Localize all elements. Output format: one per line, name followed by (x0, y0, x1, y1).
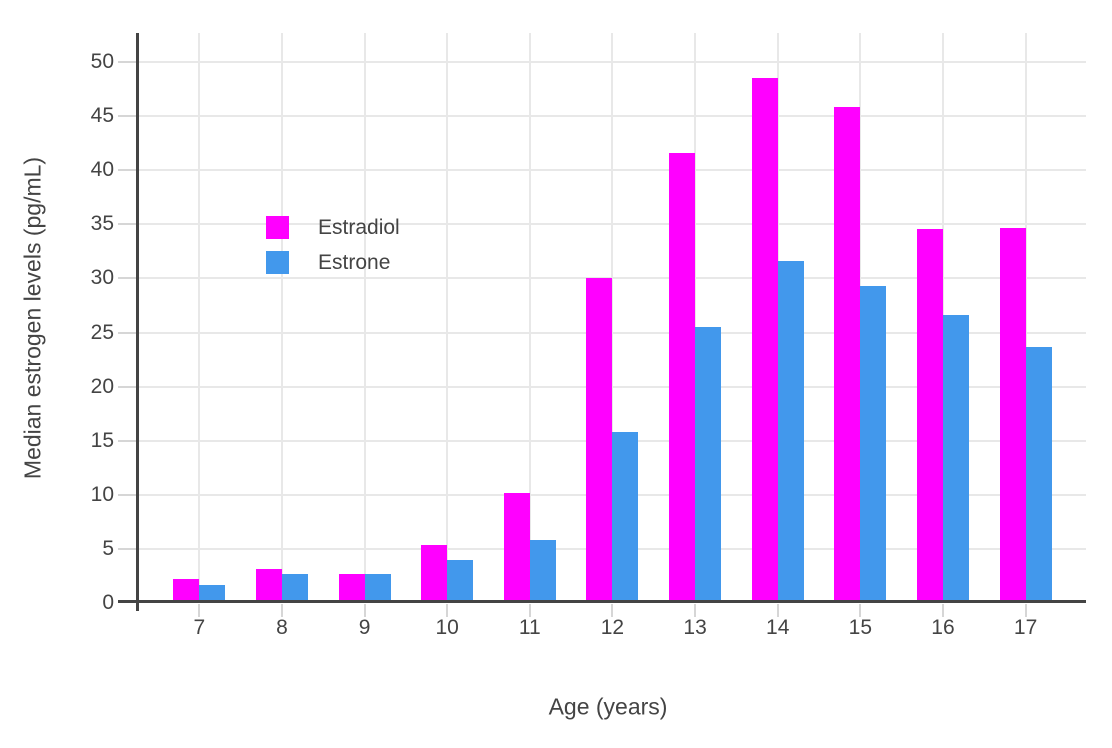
bar-estrone-age-8[interactable] (281, 573, 308, 603)
bar-estrone-age-13[interactable] (695, 327, 722, 603)
y-tick-mark (118, 169, 138, 172)
bar-estradiol-age-10[interactable] (421, 544, 448, 603)
bar-estradiol-age-17[interactable] (999, 227, 1026, 603)
x-tick-label: 8 (276, 616, 288, 639)
x-tick-mark (611, 604, 614, 617)
x-gridline (198, 33, 201, 603)
x-tick-label: 10 (435, 616, 459, 639)
x-tick-label: 12 (600, 616, 625, 639)
y-tick-label: 25 (90, 320, 114, 344)
x-tick-mark (528, 604, 531, 617)
x-tick-label: 17 (1013, 616, 1038, 639)
bar-estradiol-age-12[interactable] (586, 278, 613, 603)
x-tick-mark (1024, 604, 1027, 617)
bar-estradiol-age-8[interactable] (255, 569, 282, 603)
plot-area (138, 33, 1086, 603)
y-tick-mark (118, 385, 138, 388)
x-tick-mark (280, 604, 283, 617)
y-tick-mark (118, 223, 138, 226)
y-tick-mark (118, 493, 138, 496)
bar-estrone-age-14[interactable] (777, 261, 804, 603)
x-axis-line (118, 600, 1086, 603)
y-tick-label: 10 (90, 482, 114, 506)
x-tick-mark (941, 604, 944, 617)
y-tick-label: 45 (90, 104, 114, 128)
x-gridline (363, 33, 366, 603)
bar-estrone-age-11[interactable] (529, 540, 556, 603)
y-tick-mark (118, 331, 138, 334)
x-gridline (611, 33, 614, 603)
y-tick-label: 30 (90, 266, 114, 290)
legend-label-estrone: Estrone (318, 251, 391, 274)
y-tick-mark (118, 439, 138, 442)
bar-estrone-age-10[interactable] (447, 559, 474, 603)
bar-estradiol-age-11[interactable] (503, 492, 530, 603)
legend-label-estradiol: Estradiol (318, 216, 400, 239)
y-tick-label: 20 (90, 374, 114, 398)
bar-estradiol-age-16[interactable] (916, 228, 943, 603)
y-tick-mark (118, 277, 138, 280)
x-gridline (280, 33, 283, 603)
x-tick-mark (446, 604, 449, 617)
x-gridline (446, 33, 449, 603)
x-axis-title: Age (years) (548, 693, 668, 720)
bar-estradiol-age-15[interactable] (834, 107, 861, 603)
x-tick-label: 7 (193, 616, 206, 639)
y-tick-label: 5 (102, 536, 114, 560)
x-tick-mark (363, 604, 366, 617)
y-tick-label: 35 (90, 212, 114, 236)
bar-estradiol-age-9[interactable] (338, 573, 365, 603)
x-tick-mark (859, 604, 862, 617)
y-tick-mark (118, 547, 138, 550)
x-tick-mark (694, 604, 697, 617)
bar-estradiol-age-7[interactable] (173, 579, 200, 603)
bar-estrone-age-9[interactable] (364, 573, 391, 603)
x-tick-label: 16 (931, 616, 955, 639)
x-gridline (528, 33, 531, 603)
y-tick-label: 0 (102, 591, 114, 614)
x-tick-label: 15 (848, 616, 872, 639)
legend-item-estradiol[interactable]: Estradiol (266, 216, 400, 239)
estradiol-swatch-icon (266, 216, 289, 239)
x-tick-label: 14 (766, 616, 790, 639)
estrone-swatch-icon (266, 251, 289, 274)
y-tick-label: 50 (90, 50, 114, 73)
x-tick-label: 9 (358, 616, 371, 639)
y-tick-label: 15 (90, 428, 114, 452)
x-gridline (1024, 33, 1027, 603)
legend: Estradiol Estrone (266, 216, 400, 286)
bar-estrone-age-17[interactable] (1025, 346, 1052, 603)
bar-estrone-age-15[interactable] (860, 285, 887, 603)
bar-estrone-age-16[interactable] (942, 315, 969, 603)
x-tick-mark (198, 604, 201, 617)
x-tick-label: 11 (518, 616, 541, 639)
legend-item-estrone[interactable]: Estrone (266, 251, 400, 274)
y-tick-mark (118, 115, 138, 118)
bar-estradiol-age-13[interactable] (669, 152, 696, 603)
x-gridline (694, 33, 697, 603)
bar-estradiol-age-14[interactable] (751, 78, 778, 603)
x-tick-mark (776, 604, 779, 617)
x-tick-label: 13 (683, 616, 707, 639)
y-axis-line (136, 33, 139, 611)
y-tick-label: 40 (90, 158, 114, 182)
bar-estrone-age-7[interactable] (199, 584, 226, 603)
y-tick-mark (118, 61, 138, 63)
bar-estrone-age-12[interactable] (612, 432, 639, 603)
y-axis-title: Median estrogen levels (pg/mL) (19, 156, 46, 480)
